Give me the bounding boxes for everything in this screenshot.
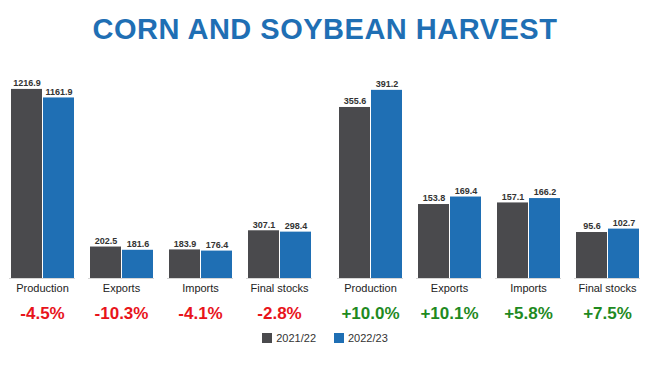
svg-text:166.2: 166.2	[534, 187, 557, 197]
svg-text:Imports: Imports	[510, 282, 547, 294]
svg-text:-10.3%: -10.3%	[95, 304, 149, 323]
svg-text:298.4: 298.4	[285, 221, 308, 231]
svg-text:Final stocks: Final stocks	[250, 282, 309, 294]
svg-text:+10.0%: +10.0%	[341, 304, 399, 323]
svg-text:157.1: 157.1	[502, 192, 525, 202]
svg-text:-4.1%: -4.1%	[178, 304, 222, 323]
svg-text:102.7: 102.7	[613, 218, 636, 228]
svg-text:Final stocks: Final stocks	[578, 282, 637, 294]
svg-text:202.5: 202.5	[95, 236, 118, 246]
svg-text:1161.9: 1161.9	[45, 87, 72, 97]
svg-text:Exports: Exports	[103, 282, 141, 294]
svg-text:169.4: 169.4	[455, 186, 478, 196]
html-text:2022/23: 2022/23	[348, 332, 388, 344]
html-text:CORN AND SOYBEAN HARVEST: CORN AND SOYBEAN HARVEST	[92, 13, 558, 45]
svg-text:1216.9: 1216.9	[13, 78, 41, 88]
svg-text:355.6: 355.6	[344, 96, 367, 106]
html-text:2021/22: 2021/22	[276, 332, 316, 344]
svg-text:153.8: 153.8	[423, 193, 446, 203]
svg-text:+5.8%: +5.8%	[504, 304, 553, 323]
svg-text:+7.5%: +7.5%	[583, 304, 632, 323]
svg-text:307.1: 307.1	[253, 220, 276, 230]
svg-text:Exports: Exports	[431, 282, 469, 294]
svg-text:Imports: Imports	[182, 282, 219, 294]
svg-text:-4.5%: -4.5%	[20, 304, 64, 323]
svg-text:391.2: 391.2	[376, 79, 399, 89]
svg-text:-2.8%: -2.8%	[257, 304, 301, 323]
svg-text:176.4: 176.4	[206, 240, 229, 250]
svg-text:183.9: 183.9	[174, 239, 197, 249]
svg-text:Production: Production	[344, 282, 397, 294]
svg-text:181.6: 181.6	[127, 239, 150, 249]
svg-text:Production: Production	[16, 282, 69, 294]
svg-text:95.6: 95.6	[583, 221, 601, 231]
svg-text:+10.1%: +10.1%	[420, 304, 478, 323]
